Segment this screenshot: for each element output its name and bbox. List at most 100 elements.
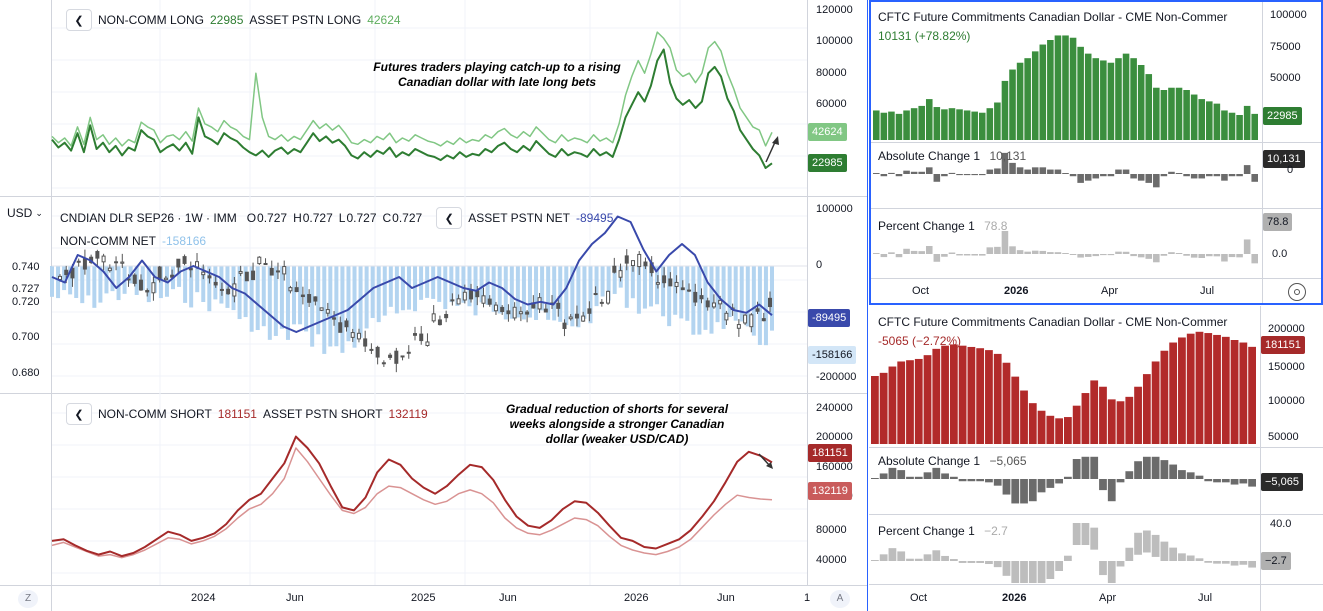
abs-change-bar — [1100, 174, 1107, 177]
widget-axis-divider — [1260, 306, 1261, 611]
x-tick: 1 — [804, 592, 811, 604]
long-position-bar — [1228, 112, 1236, 140]
abs-change-value: 10,131 — [989, 149, 1027, 163]
y-tick: 150000 — [1268, 361, 1305, 373]
candle-body — [394, 350, 399, 364]
noncomm-net-bar — [364, 266, 369, 329]
abs-change-badge: 10,131 — [1263, 150, 1305, 168]
abs-change-bar — [1142, 456, 1151, 479]
abs-change-bar — [1062, 173, 1069, 174]
widget-y-axis[interactable]: 100000 75000 50000 — [1270, 2, 1322, 142]
layout-divider[interactable] — [867, 0, 868, 611]
long-position-bar — [880, 112, 888, 140]
long-positions-widget[interactable]: CFTC Future Commitments Canadian Dollar … — [869, 0, 1323, 305]
time-axis[interactable]: 2024 Jun 2025 Jun 2026 Jun 1 — [52, 585, 811, 611]
pct-change-badge: −2.7 — [1261, 552, 1291, 570]
noncomm-net-bar — [497, 266, 502, 314]
long-position-bar — [1183, 90, 1190, 140]
long-position-bar — [1153, 87, 1160, 140]
auto-scale-button[interactable]: A — [830, 590, 850, 608]
noncomm-net-bar — [279, 266, 284, 329]
long-position-bar — [971, 111, 978, 140]
candle-body — [680, 287, 685, 291]
pane-divider-2[interactable] — [0, 393, 868, 394]
short-position-bar — [888, 366, 897, 444]
noncomm-net-bar — [648, 266, 653, 307]
symbol-title[interactable]: CNDIAN DLR SEP26 · 1W · IMM — [60, 211, 237, 225]
net-axis-right[interactable]: 100000 0 -200000 — [816, 196, 866, 393]
pct-change-bar — [918, 251, 925, 254]
widget-y-axis[interactable]: 200000 150000 100000 50000 — [1268, 306, 1320, 446]
pct-change-bar — [1046, 561, 1055, 579]
y-tick: 40000 — [816, 554, 847, 566]
noncomm-net-bar — [292, 266, 297, 325]
noncomm-net-bar — [225, 266, 230, 308]
pct-change-bar — [1077, 254, 1084, 258]
abs-change-bar — [1001, 152, 1009, 174]
widget-time-axis[interactable]: Oct 2026 Apr Jul — [871, 285, 1261, 303]
short-position-bar — [1221, 336, 1230, 444]
long-position-bar — [1047, 40, 1054, 140]
candle-body — [687, 289, 692, 292]
candle-body — [718, 299, 723, 305]
collapse-legend-button[interactable]: ❮ — [66, 9, 92, 31]
abs-change-bar — [1228, 174, 1236, 177]
short-position-bar — [1195, 331, 1204, 444]
candle-body — [543, 308, 548, 313]
candle-body — [606, 290, 611, 304]
noncomm-net-bar — [322, 266, 327, 354]
candle-body — [568, 316, 573, 320]
noncomm-net-bar — [594, 266, 599, 307]
pct-change-bar — [1160, 541, 1169, 561]
abs-change-value: −5,065 — [989, 454, 1027, 468]
zoom-toggle-button[interactable]: Z — [18, 590, 38, 608]
pane-divider-1[interactable] — [0, 196, 868, 197]
abs-change-legend: Absolute Change 1 −5,065 — [878, 454, 1027, 468]
pct-change-bar — [948, 252, 956, 254]
pct-change-bar — [1178, 553, 1186, 561]
long-position-bar — [1251, 113, 1258, 140]
ohlc-high-label: H — [293, 211, 302, 225]
pct-change-label: Percent Change — [878, 219, 965, 233]
abs-change-bar — [918, 171, 925, 174]
abs-change-bar — [1046, 479, 1055, 488]
noncomm-short-badge: 181151 — [808, 444, 852, 462]
pct-change-bar — [910, 250, 918, 254]
candle-body — [612, 265, 617, 273]
noncomm-net-bar — [624, 266, 629, 308]
noncomm-net-bar — [449, 266, 454, 303]
noncomm-net-bar — [431, 266, 436, 299]
price-axis-left[interactable]: 0.740 0.727 0.720 0.700 0.680 — [12, 196, 50, 393]
collapse-indicator-legend-button[interactable]: ❮ — [436, 207, 463, 229]
noncomm-net-bar — [243, 266, 248, 318]
x-tick: Jul — [1198, 592, 1213, 604]
currency-selector[interactable]: USD ⌄ — [7, 206, 43, 220]
pct-change-bar — [963, 254, 971, 256]
pct-change-bar — [1099, 561, 1107, 576]
long-position-bar — [1243, 105, 1251, 140]
short-position-bar — [1142, 374, 1151, 444]
pct-change-bar — [956, 254, 963, 256]
arrow-head-icon — [772, 136, 779, 145]
pct-change-bar — [897, 551, 906, 561]
noncomm-net-bar — [642, 266, 647, 309]
asset-net-line — [51, 215, 773, 333]
short-position-bar — [1186, 333, 1195, 444]
main-chart[interactable]: ❮ NON-COMM LONG 22985 ASSET PSTN LONG 42… — [0, 0, 868, 611]
collapse-legend-button[interactable]: ❮ — [66, 403, 92, 425]
candle-body — [662, 275, 667, 284]
x-tick: 2026 — [1002, 592, 1027, 604]
legend-asset-net-name: ASSET PSTN NET — [468, 211, 571, 225]
abs-change-bar — [1183, 174, 1190, 177]
gear-icon[interactable] — [1288, 283, 1306, 301]
pct-change-bar — [873, 253, 880, 254]
pct-change-bar — [1024, 251, 1031, 254]
short-position-bar — [1239, 342, 1248, 444]
noncomm-net-bar — [340, 266, 345, 353]
long-position-bar — [1122, 53, 1130, 140]
y-tick: 50000 — [1268, 431, 1299, 443]
short-positions-widget[interactable]: CFTC Future Commitments Canadian Dollar … — [869, 306, 1323, 611]
candle-body — [581, 315, 586, 322]
pct-change-bar — [1183, 254, 1190, 256]
widget-time-axis[interactable]: Oct 2026 Apr Jul — [869, 592, 1259, 610]
